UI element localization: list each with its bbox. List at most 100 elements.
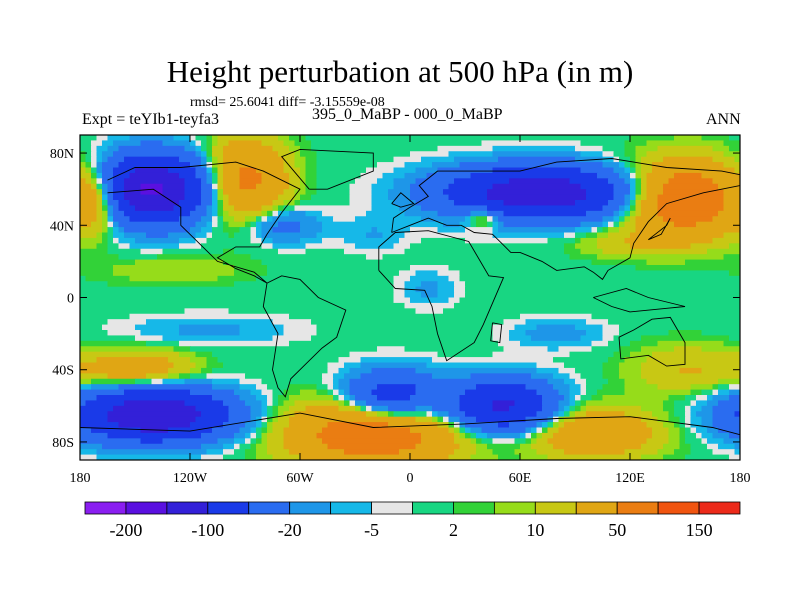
field-cell	[195, 205, 208, 212]
field-cell	[558, 411, 565, 418]
field-cell	[80, 216, 98, 223]
field-cell	[256, 183, 290, 190]
field-cell	[503, 346, 549, 353]
field-cell	[503, 319, 527, 326]
field-cell	[646, 172, 675, 179]
field-cell	[201, 432, 235, 439]
field-cell	[80, 281, 109, 288]
field-cell	[437, 145, 494, 152]
field-cell	[91, 221, 103, 228]
colorbar-swatch	[289, 501, 332, 515]
field-cell	[575, 411, 587, 418]
field-cell	[734, 449, 740, 456]
field-cell	[118, 205, 136, 212]
field-cell	[338, 384, 351, 391]
field-cell	[663, 189, 725, 196]
field-cell	[487, 189, 587, 196]
field-cell	[223, 221, 230, 228]
field-cell	[102, 151, 114, 158]
field-cell	[228, 405, 252, 412]
field-cell	[492, 227, 499, 234]
field-cell	[723, 254, 740, 261]
field-cell	[465, 427, 472, 434]
colorbar-label: -200	[109, 520, 142, 540]
field-cell	[278, 221, 301, 228]
field-cell	[663, 400, 675, 407]
field-cell	[239, 378, 263, 385]
field-cell	[124, 183, 142, 190]
field-cell	[542, 432, 554, 439]
field-cell	[195, 145, 202, 152]
field-cell	[630, 194, 637, 201]
field-cell	[217, 275, 257, 282]
field-cell	[657, 200, 725, 207]
field-cell	[613, 221, 620, 228]
field-cell	[212, 232, 230, 239]
field-cell	[465, 281, 740, 288]
coastline	[262, 275, 347, 398]
field-cell	[256, 449, 268, 456]
field-cell	[454, 292, 466, 299]
field-cell	[624, 145, 637, 152]
field-cell	[327, 389, 334, 396]
field-cell	[641, 205, 659, 212]
field-cell	[569, 254, 598, 261]
field-cell	[734, 443, 740, 450]
field-cell	[520, 432, 527, 439]
field-cell	[212, 205, 219, 212]
field-cell	[679, 438, 686, 445]
field-cell	[536, 324, 576, 331]
field-cell	[734, 156, 740, 163]
field-cell	[575, 395, 582, 402]
field-cell	[657, 340, 725, 347]
field-cell	[443, 189, 488, 196]
field-cell	[283, 427, 323, 434]
field-cell	[355, 405, 362, 412]
field-cell	[349, 367, 373, 374]
field-cell	[580, 384, 587, 391]
field-cell	[118, 237, 136, 244]
field-cell	[107, 135, 131, 142]
field-cell	[531, 432, 538, 439]
field-cell	[492, 167, 582, 174]
field-cell	[206, 151, 213, 158]
field-cell	[96, 243, 109, 250]
field-cell	[481, 438, 494, 445]
field-cell	[283, 400, 296, 407]
field-cell	[322, 237, 345, 244]
field-cell	[613, 167, 626, 174]
field-cell	[509, 405, 543, 412]
field-cell	[102, 216, 109, 223]
field-cell	[223, 227, 241, 234]
field-cell	[421, 216, 466, 223]
field-cell	[525, 384, 554, 391]
colorbar-swatch	[657, 501, 700, 515]
field-cell	[129, 243, 180, 250]
field-cell	[470, 454, 499, 460]
field-cell	[712, 384, 719, 391]
field-cell	[575, 378, 587, 385]
field-cell	[690, 243, 730, 250]
field-cell	[283, 140, 296, 147]
field-cell	[206, 221, 213, 228]
field-cell	[256, 384, 268, 391]
field-cell	[459, 221, 472, 228]
field-cell	[487, 221, 494, 228]
field-cell	[140, 183, 164, 190]
field-cell	[91, 178, 98, 185]
field-cell	[316, 162, 378, 169]
field-cell	[283, 411, 296, 418]
field-cell	[245, 373, 323, 380]
field-cell	[663, 422, 675, 429]
field-cell	[234, 432, 246, 439]
field-cell	[190, 162, 202, 169]
field-cell	[349, 351, 439, 358]
field-cell	[234, 449, 246, 456]
field-cell	[641, 178, 648, 185]
field-cell	[393, 200, 417, 207]
field-cell	[393, 275, 411, 282]
experiment-label: Expt = teYIb1-teyfa3	[82, 111, 219, 128]
field-cell	[206, 205, 213, 212]
x-tick-label: 60E	[509, 471, 532, 486]
field-cell	[360, 172, 384, 179]
